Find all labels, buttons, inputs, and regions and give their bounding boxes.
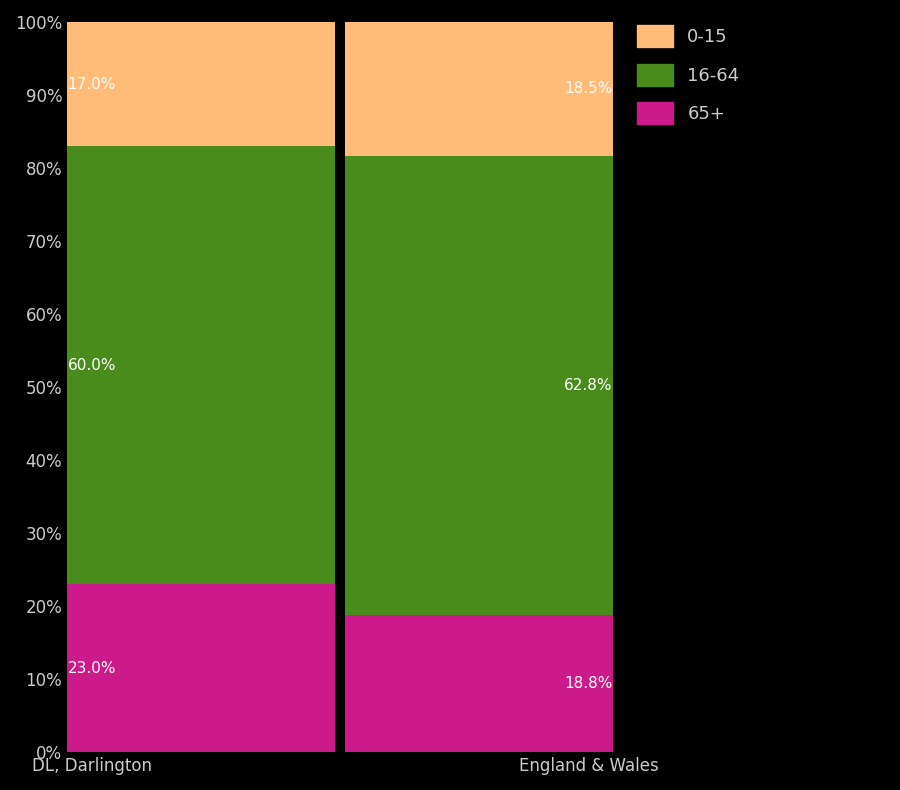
Text: 18.8%: 18.8% bbox=[564, 676, 613, 691]
Bar bbox=[0, 22, 335, 146]
Bar bbox=[346, 156, 832, 615]
Text: 62.8%: 62.8% bbox=[564, 378, 613, 393]
Text: 18.5%: 18.5% bbox=[564, 81, 613, 96]
Bar bbox=[346, 615, 832, 752]
Text: 23.0%: 23.0% bbox=[68, 660, 116, 675]
Legend: 0-15, 16-64, 65+: 0-15, 16-64, 65+ bbox=[628, 17, 749, 133]
Bar bbox=[0, 146, 335, 585]
Bar bbox=[346, 21, 832, 156]
Text: 60.0%: 60.0% bbox=[68, 358, 116, 373]
Bar bbox=[0, 585, 335, 752]
Text: 17.0%: 17.0% bbox=[68, 77, 116, 92]
